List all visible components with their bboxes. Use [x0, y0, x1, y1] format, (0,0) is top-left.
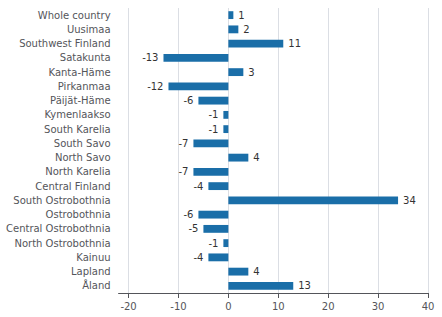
svg-text:-1: -1	[208, 109, 218, 120]
svg-text:Whole country: Whole country	[38, 10, 111, 21]
svg-text:-7: -7	[178, 138, 188, 149]
svg-text:20: 20	[322, 301, 335, 312]
svg-text:Kanta-Häme: Kanta-Häme	[49, 67, 111, 78]
svg-text:North Ostrobothnia: North Ostrobothnia	[14, 238, 110, 249]
svg-text:34: 34	[403, 195, 416, 206]
svg-text:Lapland: Lapland	[71, 266, 111, 277]
svg-text:-10: -10	[170, 301, 186, 312]
svg-text:-20: -20	[120, 301, 136, 312]
svg-text:-5: -5	[188, 223, 198, 234]
svg-text:1: 1	[238, 10, 244, 21]
svg-text:3: 3	[248, 67, 254, 78]
svg-text:40: 40	[422, 301, 435, 312]
svg-text:0: 0	[225, 301, 231, 312]
svg-text:Central Finland: Central Finland	[35, 181, 110, 192]
svg-text:North Karelia: North Karelia	[45, 166, 110, 177]
svg-text:-1: -1	[208, 238, 218, 249]
svg-text:-1: -1	[208, 124, 218, 135]
svg-text:-7: -7	[178, 166, 188, 177]
svg-text:South Savo: South Savo	[54, 138, 111, 149]
svg-text:Åland: Åland	[82, 279, 110, 291]
svg-text:13: 13	[298, 280, 311, 291]
svg-text:Satakunta: Satakunta	[60, 52, 111, 63]
svg-text:-4: -4	[193, 252, 203, 263]
svg-text:-13: -13	[142, 52, 158, 63]
svg-text:South Karelia: South Karelia	[44, 124, 110, 135]
svg-text:South Ostrobothnia: South Ostrobothnia	[13, 195, 110, 206]
svg-text:2: 2	[243, 24, 249, 35]
svg-text:Kymenlaakso: Kymenlaakso	[44, 109, 110, 120]
svg-text:Ostrobothnia: Ostrobothnia	[46, 209, 111, 220]
svg-text:Southwest Finland: Southwest Finland	[19, 38, 110, 49]
svg-text:-12: -12	[147, 81, 163, 92]
svg-text:-6: -6	[183, 209, 193, 220]
svg-text:-6: -6	[183, 95, 193, 106]
svg-text:Central Ostrobothnia: Central Ostrobothnia	[6, 223, 111, 234]
svg-text:30: 30	[372, 301, 385, 312]
svg-text:4: 4	[253, 266, 259, 277]
svg-text:11: 11	[288, 38, 301, 49]
svg-text:4: 4	[253, 152, 259, 163]
svg-text:Uusimaa: Uusimaa	[67, 24, 111, 35]
svg-text:Päijät-Häme: Päijät-Häme	[50, 95, 110, 106]
svg-text:Kainuu: Kainuu	[76, 252, 110, 263]
svg-text:North Savo: North Savo	[55, 152, 111, 163]
svg-text:-4: -4	[193, 181, 203, 192]
svg-text:Pirkanmaa: Pirkanmaa	[58, 81, 111, 92]
svg-text:10: 10	[272, 301, 285, 312]
